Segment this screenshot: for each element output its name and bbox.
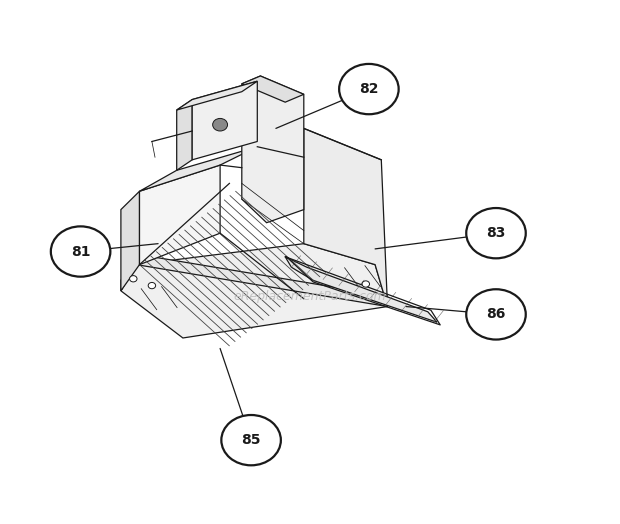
Polygon shape (242, 76, 304, 102)
Text: eReplacementParts.com: eReplacementParts.com (234, 290, 386, 302)
Polygon shape (177, 81, 257, 110)
Text: 82: 82 (359, 82, 379, 96)
Circle shape (221, 415, 281, 465)
Circle shape (466, 289, 526, 340)
Text: 85: 85 (241, 433, 261, 447)
Polygon shape (140, 147, 257, 191)
Text: 86: 86 (486, 308, 506, 321)
Text: 83: 83 (486, 226, 506, 240)
Polygon shape (136, 254, 388, 307)
Circle shape (51, 226, 110, 277)
Polygon shape (177, 100, 192, 170)
Circle shape (148, 282, 156, 289)
Polygon shape (140, 165, 220, 265)
Text: 81: 81 (71, 245, 91, 258)
Polygon shape (304, 128, 388, 307)
Circle shape (213, 118, 228, 131)
Circle shape (362, 281, 370, 287)
Polygon shape (192, 81, 257, 160)
Circle shape (130, 276, 137, 282)
Polygon shape (121, 254, 136, 291)
Polygon shape (121, 191, 140, 291)
Circle shape (339, 64, 399, 114)
Circle shape (466, 208, 526, 258)
Polygon shape (242, 76, 304, 223)
Polygon shape (285, 257, 437, 322)
Polygon shape (121, 244, 388, 338)
